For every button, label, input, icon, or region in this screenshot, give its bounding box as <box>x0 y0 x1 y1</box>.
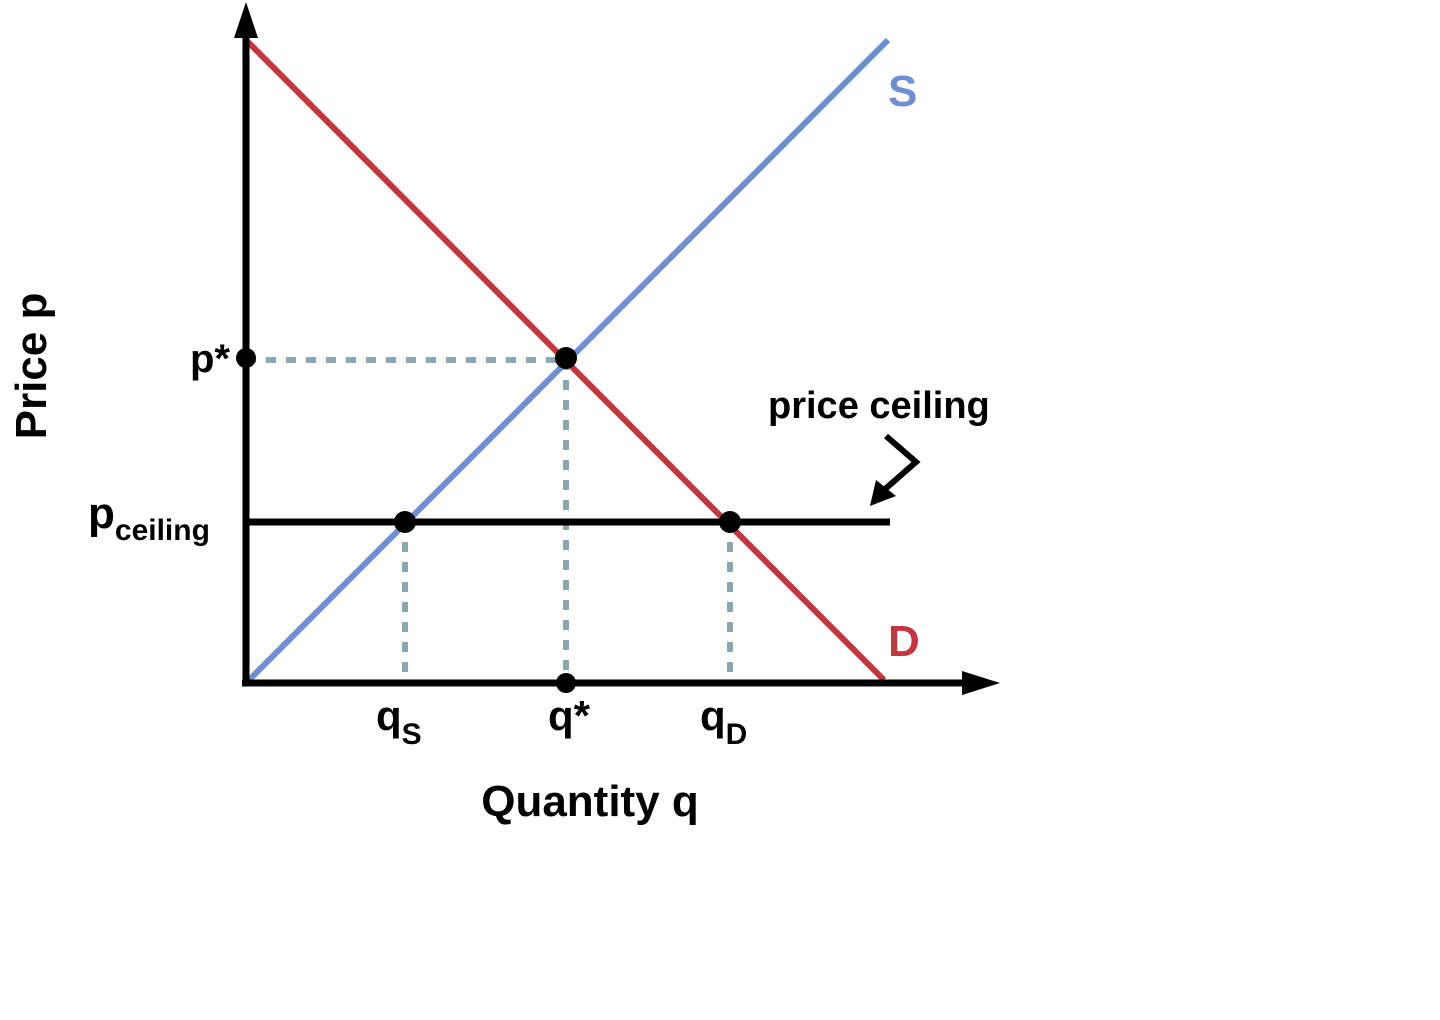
x-axis-arrowhead <box>962 671 1000 695</box>
quantity-supplied-label: qS <box>376 692 422 751</box>
x-axis-title: Quantity q <box>481 777 699 826</box>
ceiling-price-base: p <box>88 489 115 538</box>
quantity-demanded-label: qD <box>700 692 747 751</box>
price-ceiling-arrow <box>882 433 921 493</box>
qd-base: q <box>700 692 726 739</box>
equilibrium-quantity-tick <box>556 673 576 693</box>
equilibrium-price-tick <box>236 348 256 368</box>
ceiling-price-label: pceiling <box>88 489 210 547</box>
equilibrium-quantity-label: q* <box>548 692 591 739</box>
ceiling-demand-point <box>719 511 741 533</box>
qs-base: q <box>376 692 402 739</box>
ceiling-price-sub: ceiling <box>115 514 210 547</box>
ceiling-supply-point <box>394 511 416 533</box>
demand-label: D <box>888 617 920 666</box>
y-axis-arrowhead <box>234 2 258 38</box>
qd-sub: D <box>726 718 748 751</box>
price-ceiling-arrowhead <box>870 480 896 506</box>
price-ceiling-annotation: price ceiling <box>768 385 990 427</box>
equilibrium-point <box>555 347 577 369</box>
y-axis-title: Price p <box>7 293 56 440</box>
equilibrium-price-label: p* <box>190 337 230 381</box>
qs-sub: S <box>402 718 422 751</box>
supply-label: S <box>888 67 917 116</box>
